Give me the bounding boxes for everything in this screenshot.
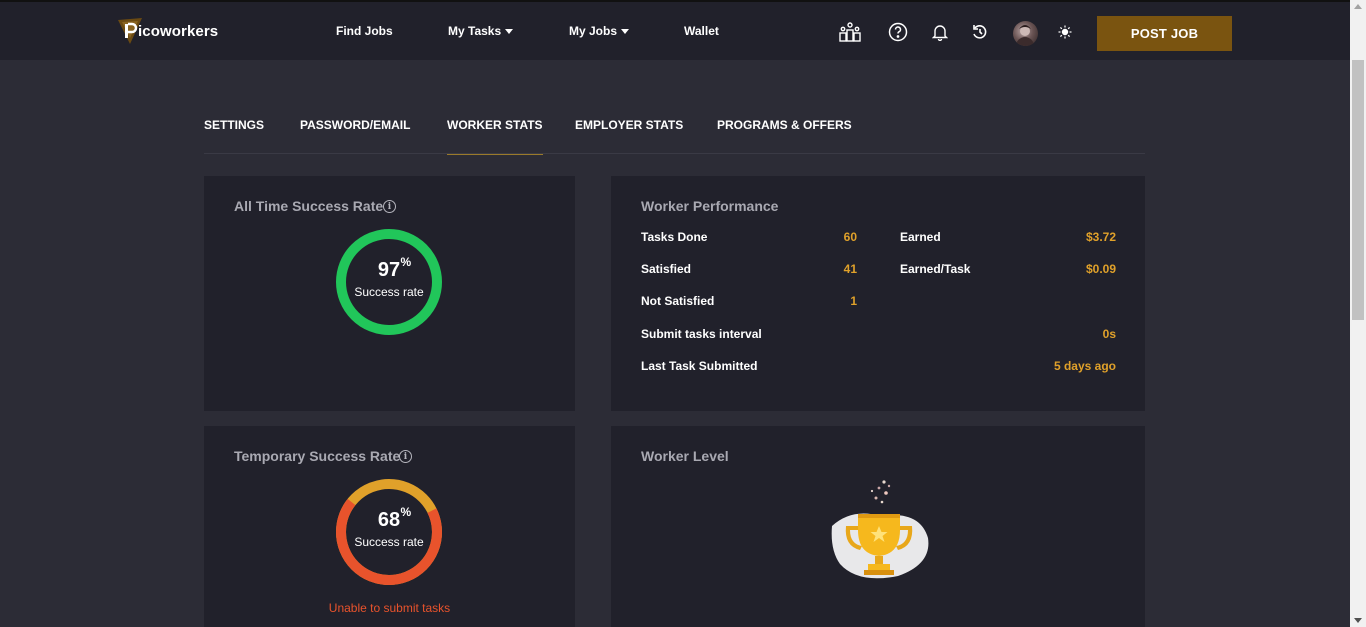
settings-tabs: SETTINGS PASSWORD/EMAIL WORKER STATS EMP… [204,118,1145,155]
caret-down-icon [621,28,630,34]
temporary-success-label: Success rate [354,535,424,549]
bell-icon[interactable] [928,20,952,44]
perf-label-tasks-done: Tasks Done [641,230,708,244]
perf-value-last-task: 5 days ago [1053,359,1116,373]
leaderboard-icon[interactable] [837,20,863,44]
tab-worker-stats[interactable]: WORKER STATS [447,118,543,155]
top-navbar: icoworkers Find Jobs My Tasks My Jobs Wa… [0,0,1350,60]
perf-label-earned: Earned [900,230,941,244]
trophy-icon [824,476,934,580]
history-icon[interactable] [968,20,992,44]
page-scrollbar[interactable] [1350,0,1366,627]
logo-mark-icon [116,16,144,46]
worker-level-title: Worker Level [641,448,729,464]
perf-value-earned: $3.72 [1085,230,1116,244]
tab-employer-stats[interactable]: EMPLOYER STATS [575,118,684,132]
brand-name: icoworkers [138,22,219,40]
perf-value-earned-per-task: $0.09 [1085,262,1116,276]
perf-label-not-satisfied: Not Satisfied [641,294,715,308]
perf-value-tasks-done: 60 [843,230,857,244]
nav-my-tasks[interactable]: My Tasks [448,24,514,38]
perf-value-satisfied: 41 [843,262,857,276]
percent-sign: % [400,255,412,269]
scroll-down-arrow-icon[interactable] [1354,618,1362,623]
post-job-button[interactable]: POST JOB [1097,16,1232,51]
caret-down-icon [505,28,514,34]
nav-find-jobs[interactable]: Find Jobs [336,24,393,38]
avatar[interactable] [1013,21,1038,46]
scroll-up-arrow-icon[interactable] [1354,4,1362,9]
temporary-success-donut: 68% Success rate [334,477,444,587]
unable-submit-warning: Unable to submit tasks [328,601,451,615]
perf-value-not-satisfied: 1 [850,294,857,308]
worker-performance-card: Worker Performance Tasks Done 60 Satisfi… [611,176,1145,411]
perf-value-submit-interval: 0s [1102,327,1116,341]
worker-level-card: Worker Level [611,426,1145,627]
all-time-success-card: All Time Success Rate i 97% Success rate [204,176,575,411]
nav-wallet[interactable]: Wallet [684,24,719,38]
all-time-success-value: 97 [377,259,401,281]
nav-my-jobs[interactable]: My Jobs [569,24,630,38]
theme-toggle-icon[interactable] [1053,20,1077,44]
help-icon[interactable] [886,20,910,44]
scroll-thumb[interactable] [1352,60,1364,320]
percent-sign: % [400,505,412,519]
nav-my-tasks-label: My Tasks [448,24,502,38]
tab-programs-offers[interactable]: PROGRAMS & OFFERS [717,118,852,132]
temporary-success-card: Temporary Success Rate i 68% Success rat… [204,426,575,627]
all-time-success-label: Success rate [354,285,424,299]
tab-settings[interactable]: SETTINGS [204,118,265,132]
perf-label-last-task: Last Task Submitted [641,359,758,373]
all-time-success-donut: 97% Success rate [334,227,444,337]
perf-label-earned-per-task: Earned/Task [900,262,971,276]
perf-label-submit-interval: Submit tasks interval [641,327,762,341]
all-time-success-title: All Time Success Rate [234,198,384,214]
temporary-success-value: 68 [377,509,401,531]
worker-performance-title: Worker Performance [641,198,779,214]
tab-password-email[interactable]: PASSWORD/EMAIL [300,118,411,132]
nav-wallet-label: Wallet [684,24,719,38]
info-icon[interactable]: i [399,450,412,463]
nav-find-jobs-label: Find Jobs [336,24,393,38]
temporary-success-title: Temporary Success Rate [234,448,401,464]
perf-label-satisfied: Satisfied [641,262,692,276]
brand-logo[interactable]: icoworkers [116,16,218,46]
nav-my-jobs-label: My Jobs [569,24,618,38]
info-icon[interactable]: i [383,200,396,213]
